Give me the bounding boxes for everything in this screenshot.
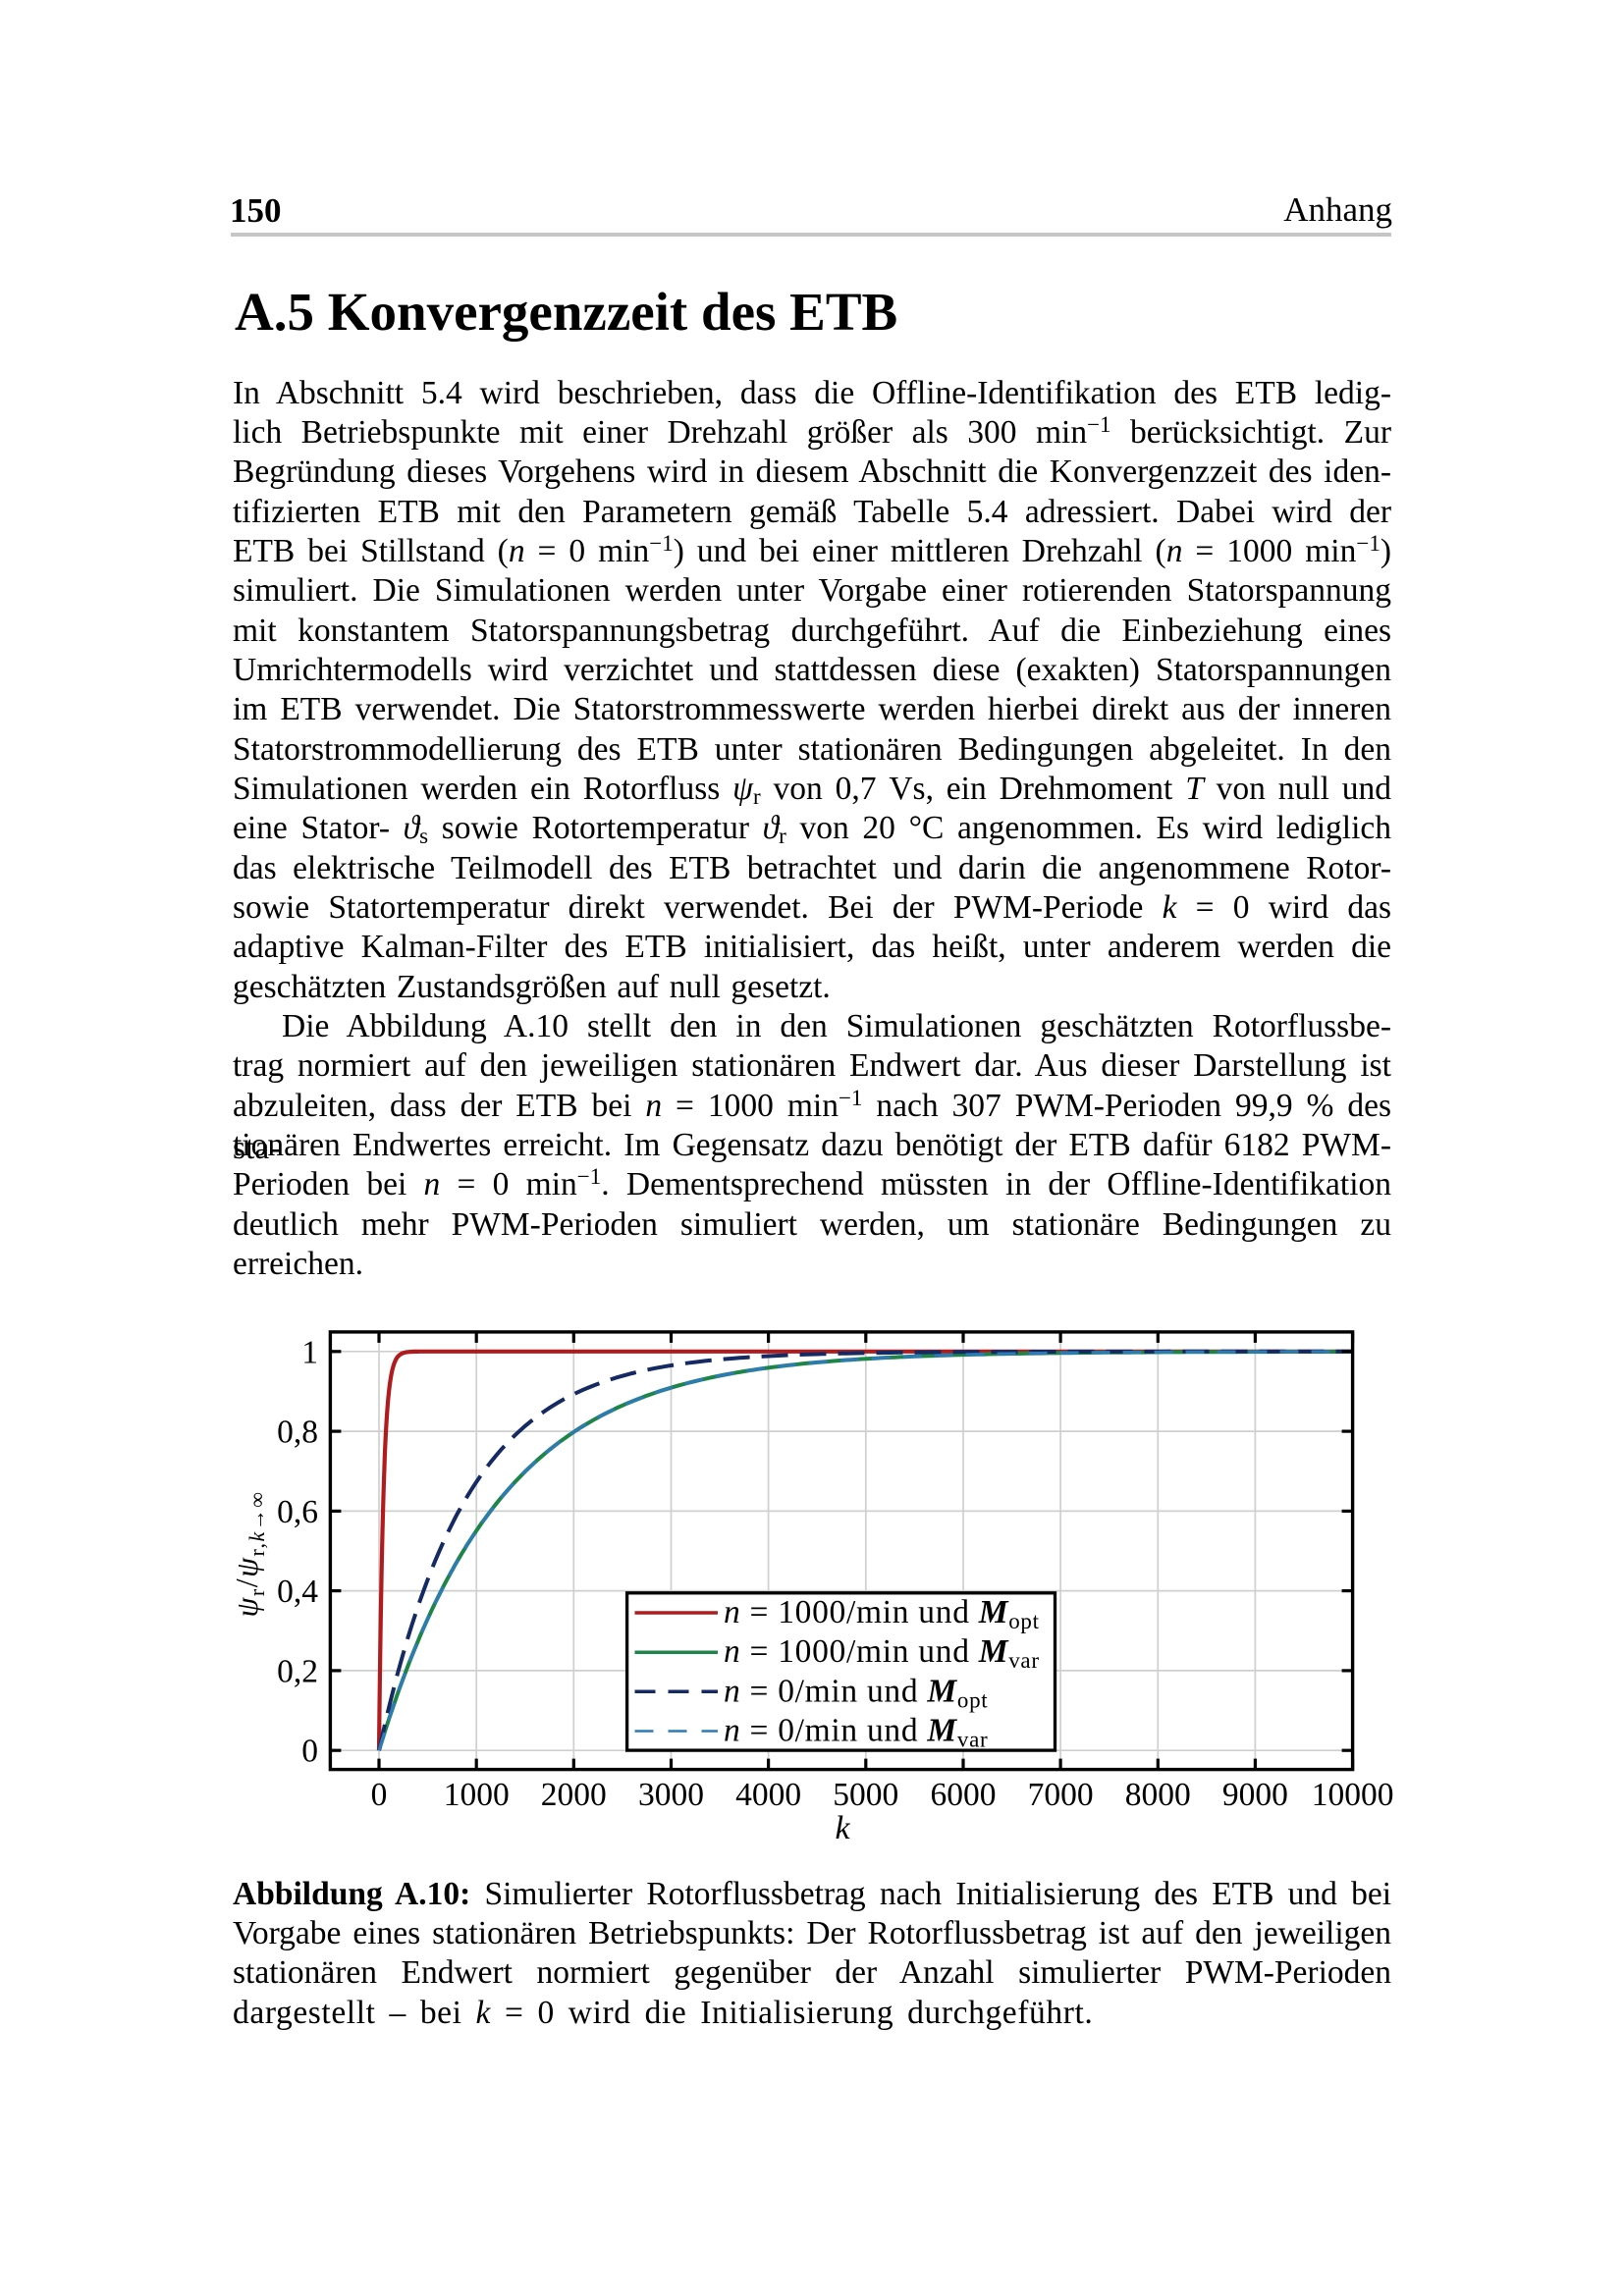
svg-text:5000: 5000 (833, 1777, 898, 1813)
svg-text:7000: 7000 (1028, 1777, 1094, 1813)
svg-text:k: k (835, 1810, 850, 1846)
svg-text:n = 1000/min und Mopt: n = 1000/min und Mopt (724, 1594, 1040, 1633)
svg-text:6000: 6000 (931, 1777, 997, 1813)
svg-text:1000: 1000 (444, 1777, 510, 1813)
svg-text:0,4: 0,4 (277, 1574, 318, 1610)
svg-text:ψr/ψr,k→∞: ψr/ψr,k→∞ (229, 1491, 269, 1618)
svg-text:0,2: 0,2 (277, 1653, 318, 1689)
svg-text:n = 0/min und Mopt: n = 0/min und Mopt (724, 1673, 988, 1712)
svg-text:0,6: 0,6 (277, 1494, 318, 1530)
svg-text:0: 0 (371, 1777, 388, 1813)
svg-text:n = 0/min und Mvar: n = 0/min und Mvar (724, 1713, 988, 1752)
svg-text:n = 1000/min und Mvar: n = 1000/min und Mvar (724, 1633, 1040, 1673)
svg-text:8000: 8000 (1125, 1777, 1191, 1813)
svg-text:3000: 3000 (638, 1777, 704, 1813)
svg-text:4000: 4000 (735, 1777, 801, 1813)
svg-text:2000: 2000 (541, 1777, 607, 1813)
svg-text:10000: 10000 (1312, 1777, 1394, 1813)
svg-text:9000: 9000 (1222, 1777, 1288, 1813)
svg-text:1: 1 (301, 1334, 318, 1370)
svg-text:0: 0 (301, 1734, 318, 1770)
svg-text:0,8: 0,8 (277, 1415, 318, 1451)
